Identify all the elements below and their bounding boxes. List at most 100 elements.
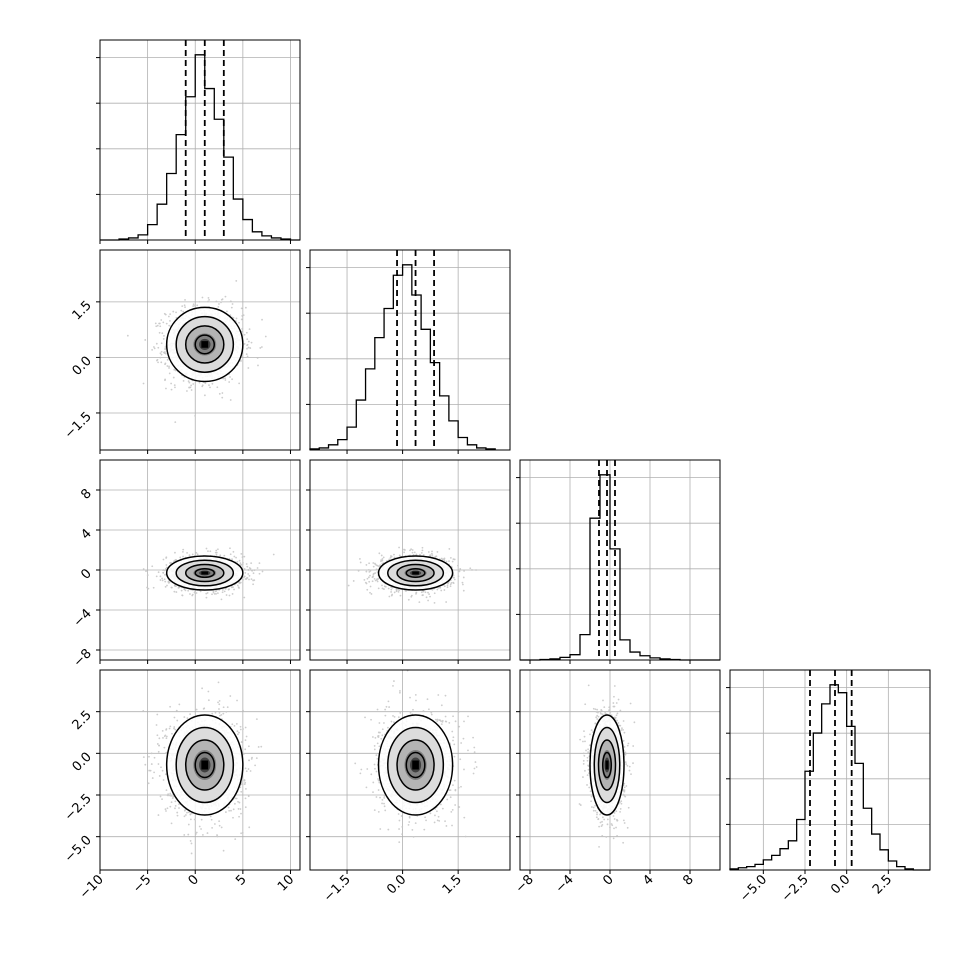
sample-point (370, 593, 373, 595)
sample-point (443, 559, 446, 562)
sample-point (220, 598, 223, 601)
sample-point (162, 321, 165, 324)
sample-point (192, 383, 195, 385)
contour-line (165, 306, 244, 383)
sample-point (228, 594, 231, 597)
sample-point (222, 706, 225, 709)
sample-point (436, 588, 439, 591)
sample-point (169, 313, 172, 316)
sample-point (200, 818, 203, 821)
sample-point (170, 822, 173, 825)
sample-point (462, 583, 464, 586)
contour-line (405, 568, 426, 578)
contour-line (184, 563, 225, 583)
sample-point (173, 368, 176, 371)
sample-point (231, 378, 234, 381)
sample-point (186, 551, 188, 554)
sample-point (243, 343, 246, 345)
sample-point (170, 382, 173, 385)
sample-point (229, 695, 232, 697)
sample-point (192, 305, 195, 307)
histogram-panel-p2 (306, 249, 511, 454)
sample-point (146, 586, 148, 589)
sample-point (165, 557, 168, 559)
x-tick-label: −5.0 (737, 872, 770, 905)
sample-point (155, 325, 158, 328)
sample-point (180, 589, 183, 592)
sample-point (162, 338, 165, 340)
contour-line (194, 568, 216, 578)
sample-point (205, 547, 208, 550)
sample-point (215, 549, 218, 552)
sample-point (153, 771, 155, 774)
sample-point (240, 832, 243, 835)
sample-point (168, 367, 170, 369)
histogram-panel-p4: −5.0 −2.5 0.0 2.5 (726, 669, 931, 905)
sample-point (154, 322, 157, 325)
histogram-step-p4 (729, 684, 930, 871)
sample-point (411, 549, 414, 551)
sample-point (216, 592, 219, 595)
sample-point (211, 382, 214, 385)
sample-point (457, 575, 460, 578)
sample-point (450, 582, 453, 584)
sample-point (248, 328, 251, 330)
sample-point (422, 594, 424, 596)
sample-point (218, 703, 221, 706)
sample-point (217, 701, 219, 704)
sample-point (180, 309, 183, 312)
sample-point (236, 699, 238, 702)
sample-point (398, 554, 401, 557)
sample-point (183, 304, 186, 307)
sample-point (162, 351, 165, 354)
sample-point (160, 353, 163, 356)
sample-point (173, 716, 176, 719)
sample-point (182, 380, 185, 382)
sample-point (226, 310, 228, 313)
sample-point (249, 567, 252, 570)
sample-point (181, 594, 184, 597)
sample-point (390, 591, 392, 593)
sample-point (448, 560, 450, 563)
histogram-step-p3 (520, 474, 720, 661)
sample-point (206, 832, 209, 834)
sample-point (158, 322, 161, 325)
sample-point (366, 577, 369, 580)
sample-point (152, 346, 155, 348)
x-tick-label: 0.0 (828, 872, 853, 897)
sample-point (264, 335, 267, 338)
sample-point (421, 549, 424, 552)
sample-point (256, 357, 259, 359)
sample-point (211, 826, 214, 829)
panel-frame (99, 39, 301, 241)
sample-point (174, 369, 177, 372)
sample-point (195, 592, 198, 594)
sample-point (458, 570, 461, 573)
sample-point (164, 580, 167, 583)
histogram-step-p1 (100, 54, 300, 241)
sample-point (246, 343, 249, 346)
sample-point (242, 578, 244, 581)
sample-point (151, 565, 154, 568)
sample-point (144, 763, 147, 766)
sample-point (428, 554, 431, 557)
y-tick-label: −4 (71, 606, 95, 630)
sample-point (447, 582, 449, 585)
sample-point (142, 568, 145, 570)
sample-point (422, 554, 425, 556)
panel-frame (309, 249, 511, 451)
sample-point (201, 384, 204, 387)
sample-point (241, 563, 244, 566)
sample-point (374, 562, 376, 565)
sample-point (381, 558, 384, 560)
sample-point (221, 298, 224, 301)
sample-point (220, 713, 223, 716)
sample-point (126, 334, 129, 337)
contour-line (396, 563, 435, 583)
sample-point (203, 394, 206, 397)
contour-line (165, 555, 244, 591)
sample-point (161, 579, 164, 582)
sample-point (463, 570, 465, 572)
